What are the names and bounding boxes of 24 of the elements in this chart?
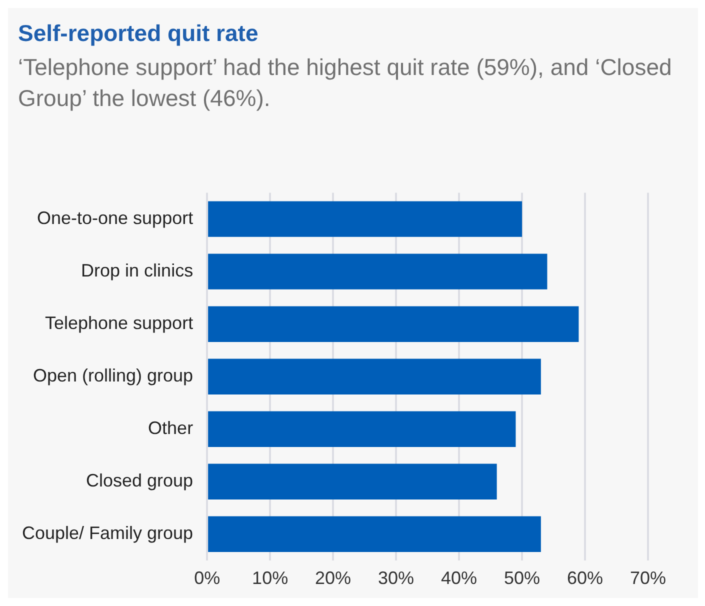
bar (208, 464, 497, 500)
bar (208, 306, 579, 342)
bar (208, 516, 541, 552)
x-tick-label: 30% (378, 568, 414, 588)
chart-subtitle: ‘Telephone support’ had the highest quit rate (59%), and ‘Closed Group’ the lowest (46%). (18, 53, 673, 113)
x-tick-label: 60% (566, 568, 604, 588)
y-tick-label: Open (rolling) group (32, 366, 194, 386)
x-tick-label: 50% (504, 568, 540, 588)
x-tick-label: 20% (315, 568, 352, 588)
y-tick-label: Couple/ Family group (22, 523, 194, 544)
bar (208, 358, 541, 394)
x-tick-label: 10% (252, 568, 288, 588)
y-tick-label: One-to-one support (36, 208, 194, 228)
y-tick-label: Other (148, 418, 194, 438)
y-tick-label: Closed group (86, 470, 194, 491)
bar (208, 201, 522, 237)
y-tick-label: Drop in clinics (81, 260, 194, 281)
bar (208, 411, 516, 447)
x-tick-label: 40% (441, 568, 478, 588)
y-tick-label: Telephone support (44, 313, 194, 334)
x-tick-label: 70% (630, 568, 666, 588)
chart-title: Self-reported quit rate (18, 20, 258, 47)
x-tick-label: 0% (194, 568, 220, 588)
bar (208, 254, 548, 290)
